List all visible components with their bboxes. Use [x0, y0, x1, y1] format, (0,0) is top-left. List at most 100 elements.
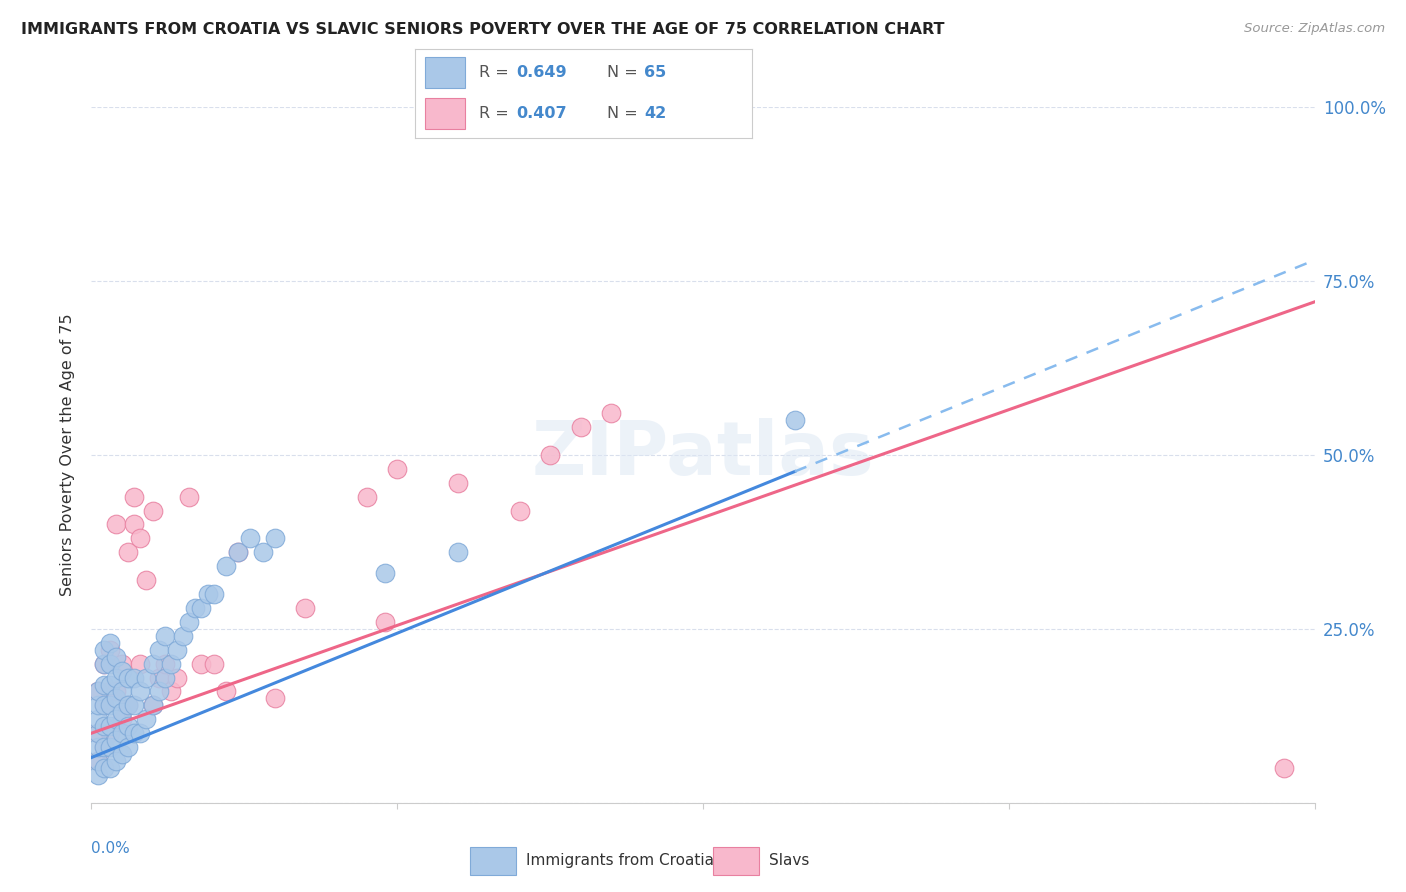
Point — [104, 684, 127, 698]
Point — [86, 684, 108, 698]
Point — [153, 657, 176, 671]
Point — [86, 754, 108, 768]
Point — [111, 747, 134, 761]
Point — [141, 698, 163, 713]
Point — [447, 475, 470, 490]
Point — [98, 726, 121, 740]
Text: 65: 65 — [644, 65, 666, 79]
Point — [93, 740, 115, 755]
Point — [160, 684, 183, 698]
Point — [447, 545, 470, 559]
Point — [215, 684, 238, 698]
Point — [264, 691, 287, 706]
Point — [104, 691, 127, 706]
Point — [166, 642, 188, 657]
Point — [98, 636, 121, 650]
Point — [117, 719, 139, 733]
Point — [538, 448, 561, 462]
Point — [135, 573, 157, 587]
Point — [153, 671, 176, 685]
Text: N =: N = — [607, 65, 643, 79]
Point — [202, 587, 225, 601]
Point — [129, 532, 152, 546]
Point — [374, 615, 396, 629]
Text: R =: R = — [479, 106, 513, 120]
Point — [93, 740, 115, 755]
Point — [264, 532, 287, 546]
Point — [98, 677, 121, 691]
Point — [1272, 761, 1295, 775]
Point — [122, 517, 145, 532]
Point — [93, 761, 115, 775]
Point — [202, 657, 225, 671]
Y-axis label: Seniors Poverty Over the Age of 75: Seniors Poverty Over the Age of 75 — [60, 314, 76, 596]
Point — [86, 698, 108, 713]
Point — [141, 657, 163, 671]
Point — [93, 657, 115, 671]
Text: N =: N = — [607, 106, 643, 120]
Point — [509, 503, 531, 517]
Point — [122, 671, 145, 685]
Point — [294, 601, 316, 615]
Point — [93, 698, 115, 713]
Text: 42: 42 — [644, 106, 666, 120]
Point — [111, 684, 134, 698]
Point — [104, 754, 127, 768]
Point — [179, 615, 201, 629]
Point — [153, 629, 176, 643]
Point — [226, 545, 249, 559]
Point — [86, 726, 108, 740]
Point — [160, 657, 183, 671]
Text: 0.407: 0.407 — [516, 106, 567, 120]
Point — [98, 719, 121, 733]
Point — [215, 559, 238, 574]
Point — [148, 671, 170, 685]
Point — [86, 684, 108, 698]
Point — [117, 698, 139, 713]
Point — [166, 671, 188, 685]
Point — [93, 677, 115, 691]
Point — [172, 629, 194, 643]
Point — [86, 726, 108, 740]
Point — [111, 664, 134, 678]
Point — [117, 671, 139, 685]
Point — [141, 698, 163, 713]
Point — [117, 740, 139, 755]
Bar — [425, 57, 465, 88]
Point — [190, 601, 212, 615]
Point — [117, 698, 139, 713]
Point — [98, 698, 121, 713]
Point — [93, 642, 115, 657]
Point — [104, 733, 127, 747]
Point — [104, 712, 127, 726]
Point — [135, 671, 157, 685]
Text: 0.649: 0.649 — [516, 65, 567, 79]
Point — [783, 413, 806, 427]
Point — [148, 684, 170, 698]
Point — [129, 726, 152, 740]
Point — [239, 532, 262, 546]
Text: Immigrants from Croatia: Immigrants from Croatia — [526, 853, 714, 868]
Point — [385, 462, 409, 476]
Point — [111, 706, 134, 720]
Point — [104, 649, 127, 664]
Point — [98, 761, 121, 775]
Point — [93, 698, 115, 713]
Text: ZIPatlas: ZIPatlas — [531, 418, 875, 491]
Point — [93, 719, 115, 733]
Point — [141, 503, 163, 517]
Point — [86, 768, 108, 782]
Point — [356, 490, 378, 504]
Bar — [713, 847, 759, 875]
Point — [111, 712, 134, 726]
Point — [184, 601, 207, 615]
Point — [197, 587, 219, 601]
Point — [179, 490, 201, 504]
Point — [111, 657, 134, 671]
Point — [135, 712, 157, 726]
Point — [117, 545, 139, 559]
Point — [148, 642, 170, 657]
Point — [86, 712, 108, 726]
Point — [252, 545, 274, 559]
Point — [122, 698, 145, 713]
